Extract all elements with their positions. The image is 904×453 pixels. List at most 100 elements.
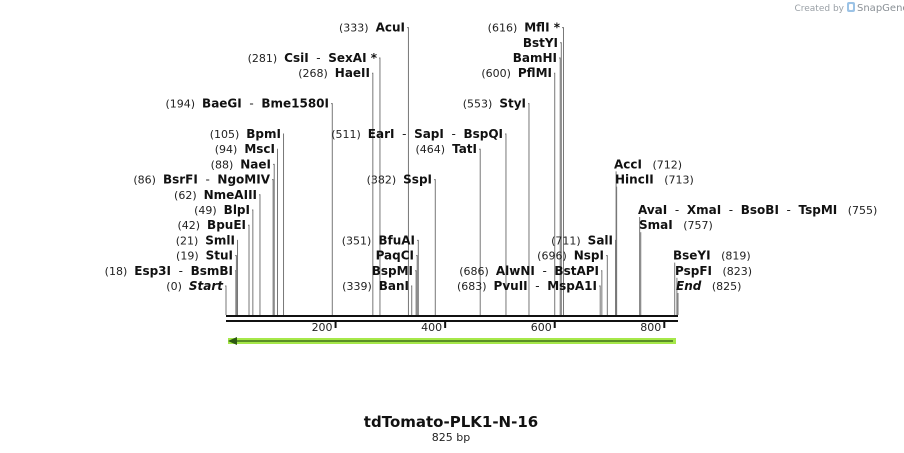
site-label[interactable]: PspFI (823) xyxy=(675,264,752,278)
enzyme-name[interactable]: AlwNI xyxy=(496,264,535,278)
enzyme-name[interactable]: MflI xyxy=(524,21,549,35)
enzyme-name[interactable]: BaeGI xyxy=(202,97,242,111)
site-label[interactable]: (19) StuI xyxy=(176,249,233,263)
enzyme-name[interactable]: SmaI xyxy=(639,218,673,232)
enzyme-name[interactable]: BsrFI xyxy=(163,173,198,187)
site-label[interactable]: BseYI (819) xyxy=(673,249,751,263)
site-connector xyxy=(248,224,250,315)
site-label[interactable]: (686) AlwNI - BstAPI xyxy=(459,264,599,278)
site-label[interactable]: AccI (712) xyxy=(614,157,682,171)
site-label[interactable]: (268) HaeII xyxy=(298,66,370,80)
enzyme-name[interactable]: TspMI xyxy=(799,203,838,217)
enzyme-name[interactable]: XmaI xyxy=(687,203,721,217)
enzyme-name[interactable]: NmeAIII xyxy=(204,188,257,202)
enzyme-name[interactable]: Start xyxy=(189,279,224,293)
enzyme-name[interactable]: SexAI xyxy=(328,51,366,65)
enzyme-name[interactable]: MscI xyxy=(244,142,275,156)
site-label[interactable]: (88) NaeI xyxy=(211,157,271,171)
site-label[interactable]: (683) PvuII - MspA1I xyxy=(457,279,597,293)
enzyme-name[interactable]: BspMI xyxy=(372,264,413,278)
svg-text:(464) TatI: (464) TatI xyxy=(415,142,477,156)
site-label[interactable]: (464) TatI xyxy=(415,142,477,156)
site-label[interactable]: BspMI xyxy=(372,264,413,278)
enzyme-name[interactable]: AvaI xyxy=(638,203,667,217)
site-label[interactable]: AvaI - XmaI - BsoBI - TspMI (755) xyxy=(638,203,877,217)
site-label[interactable]: BstYI xyxy=(523,36,558,50)
enzyme-name[interactable]: MspA1I xyxy=(547,279,597,293)
enzyme-name[interactable]: BpuEI xyxy=(207,218,246,232)
enzyme-name[interactable]: AcuI xyxy=(376,21,405,35)
enzyme-name[interactable]: BspQI xyxy=(463,127,503,141)
enzyme-name[interactable]: AccI xyxy=(614,157,642,171)
enzyme-name[interactable]: Bme1580I xyxy=(261,97,329,111)
site-label[interactable]: (382) SspI xyxy=(367,173,432,187)
site-label[interactable]: BamHI xyxy=(513,51,557,65)
site-label[interactable]: (281) CsiI - SexAI * xyxy=(248,51,378,65)
site-label[interactable]: (18) Esp3I - BsmBI xyxy=(105,264,233,278)
enzyme-name[interactable]: Esp3I xyxy=(134,264,171,278)
svg-text:(18) Esp3I - BsmBI: (18) Esp3I - BsmBI xyxy=(105,264,233,278)
enzyme-name[interactable]: CsiI xyxy=(284,51,309,65)
enzyme-name[interactable]: BfuAI xyxy=(378,233,415,247)
svg-text:(268) HaeII: (268) HaeII xyxy=(298,66,370,80)
enzyme-name[interactable]: NspI xyxy=(574,249,604,263)
enzyme-name[interactable]: BseYI xyxy=(673,249,711,263)
enzyme-name[interactable]: BstAPI xyxy=(554,264,599,278)
enzyme-name[interactable]: End xyxy=(676,279,702,293)
site-position: (819) xyxy=(711,250,751,263)
site-label[interactable]: (49) BlpI xyxy=(194,203,250,217)
site-label[interactable]: (616) MflI * xyxy=(488,21,561,35)
enzyme-name[interactable]: PspFI xyxy=(675,264,712,278)
site-label[interactable]: SmaI (757) xyxy=(639,218,713,232)
site-label[interactable]: (696) NspI xyxy=(537,249,604,263)
enzyme-name[interactable]: SmlI xyxy=(205,233,235,247)
enzyme-name[interactable]: HaeII xyxy=(335,66,370,80)
site-label[interactable]: (94) MscI xyxy=(215,142,275,156)
site-label[interactable]: (21) SmlI xyxy=(176,233,235,247)
enzyme-name[interactable]: EarI xyxy=(368,127,395,141)
site-connector xyxy=(528,103,530,315)
enzyme-name[interactable]: PaqCI xyxy=(376,249,414,263)
enzyme-name[interactable]: BpmI xyxy=(246,127,281,141)
feature-arrow[interactable] xyxy=(228,337,676,345)
enzyme-name[interactable]: SspI xyxy=(403,173,432,187)
enzyme-name[interactable]: SalI xyxy=(588,233,613,247)
enzyme-name[interactable]: SapI xyxy=(414,127,444,141)
enzyme-name[interactable]: BanI xyxy=(379,279,409,293)
site-label[interactable]: (511) EarI - SapI - BspQI xyxy=(331,127,503,141)
site-label[interactable]: (600) PflMI xyxy=(481,66,552,80)
enzyme-name[interactable]: HincII xyxy=(615,173,654,187)
site-position: (351) xyxy=(342,234,379,247)
enzyme-name[interactable]: TatI xyxy=(452,142,477,156)
enzyme-name[interactable]: BlpI xyxy=(224,203,250,217)
site-label[interactable]: End (825) xyxy=(676,279,741,293)
enzyme-name[interactable]: BsmBI xyxy=(191,264,233,278)
site-label[interactable]: (0) Start xyxy=(166,279,224,293)
site-label[interactable]: (105) BpmI xyxy=(210,127,281,141)
site-label[interactable]: (351) BfuAI xyxy=(342,233,415,247)
site-connector xyxy=(434,179,436,315)
svg-text:BstYI: BstYI xyxy=(523,36,558,50)
credit-brand: SnapGene xyxy=(857,3,904,14)
site-label[interactable]: (62) NmeAIII xyxy=(174,188,257,202)
site-separator: - xyxy=(721,203,741,217)
site-labels: (0) Start(18) Esp3I - BsmBI(19) StuI (21)… xyxy=(105,21,878,293)
site-label[interactable]: (711) SalI xyxy=(551,233,613,247)
enzyme-name[interactable]: BamHI xyxy=(513,51,557,65)
enzyme-name[interactable]: NaeI xyxy=(240,157,271,171)
enzyme-name[interactable]: StyI xyxy=(499,97,526,111)
enzyme-name[interactable]: NgoMIV xyxy=(217,173,270,187)
site-label[interactable]: (553) StyI xyxy=(463,97,526,111)
site-label[interactable]: PaqCI xyxy=(376,249,414,263)
enzyme-name[interactable]: PvuII xyxy=(494,279,528,293)
site-label[interactable]: (333) AcuI xyxy=(339,21,405,35)
site-label[interactable]: (339) BanI xyxy=(342,279,409,293)
site-label[interactable]: (42) BpuEI xyxy=(177,218,246,232)
enzyme-name[interactable]: StuI xyxy=(206,249,233,263)
site-label[interactable]: HincII (713) xyxy=(615,173,694,187)
enzyme-name[interactable]: BstYI xyxy=(523,36,558,50)
enzyme-name[interactable]: BsoBI xyxy=(741,203,779,217)
enzyme-name[interactable]: PflMI xyxy=(518,66,552,80)
site-label[interactable]: (86) BsrFI - NgoMIV xyxy=(133,173,270,187)
site-label[interactable]: (194) BaeGI - Bme1580I xyxy=(165,97,329,111)
